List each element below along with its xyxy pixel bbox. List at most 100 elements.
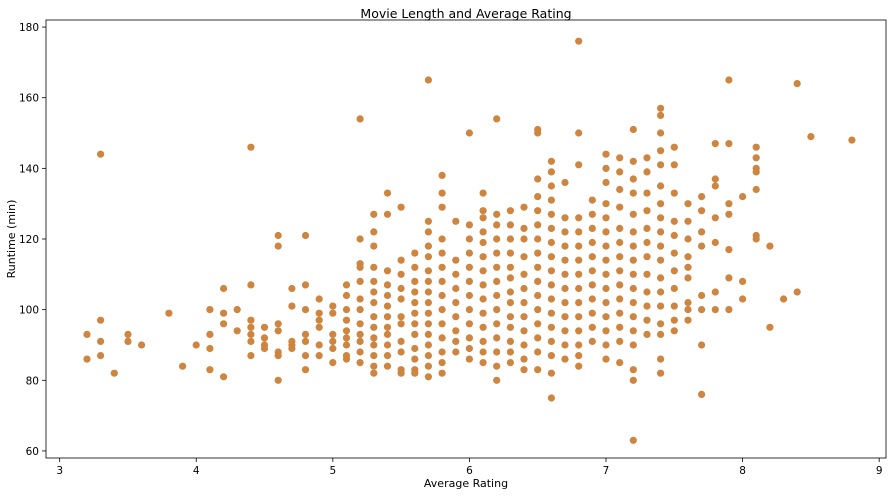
data-point xyxy=(370,341,378,349)
data-point xyxy=(534,348,542,356)
data-point xyxy=(465,320,473,328)
data-point xyxy=(329,359,337,367)
data-point xyxy=(711,306,719,314)
data-point xyxy=(397,203,405,211)
data-point xyxy=(561,242,569,250)
x-tick-label: 4 xyxy=(193,465,200,477)
y-tick-label: 120 xyxy=(19,234,39,246)
data-point xyxy=(274,320,282,328)
data-point xyxy=(684,306,692,314)
data-point xyxy=(370,313,378,321)
data-point xyxy=(465,344,473,353)
data-point xyxy=(383,362,392,370)
data-point xyxy=(657,111,665,119)
data-point xyxy=(397,270,405,278)
data-point xyxy=(411,263,419,271)
data-point xyxy=(684,299,692,307)
data-point xyxy=(370,277,378,285)
data-point xyxy=(520,224,528,232)
data-point xyxy=(206,344,214,353)
data-point xyxy=(575,313,583,321)
data-point xyxy=(233,327,241,335)
data-point xyxy=(698,242,706,250)
data-point xyxy=(725,76,733,84)
data-point xyxy=(192,341,200,349)
data-point xyxy=(493,249,501,257)
data-point xyxy=(629,242,637,250)
data-point xyxy=(711,214,719,222)
data-point xyxy=(424,362,432,370)
data-point xyxy=(479,207,487,215)
data-point xyxy=(370,228,378,236)
data-point xyxy=(588,267,596,275)
data-point xyxy=(534,249,542,257)
data-point xyxy=(370,210,378,218)
data-point xyxy=(438,235,446,243)
data-point xyxy=(383,341,392,349)
data-point xyxy=(711,182,719,190)
data-point xyxy=(452,327,460,335)
data-point xyxy=(547,224,556,232)
data-point xyxy=(698,193,706,201)
data-point xyxy=(438,263,446,271)
data-point xyxy=(438,203,446,211)
data-point xyxy=(315,316,323,324)
data-point xyxy=(534,221,542,229)
data-point xyxy=(588,295,596,303)
data-point xyxy=(411,299,419,307)
data-point xyxy=(479,253,487,261)
data-point xyxy=(301,366,310,374)
data-point xyxy=(698,207,706,215)
data-point xyxy=(547,267,556,275)
data-point xyxy=(370,362,378,370)
data-point xyxy=(752,154,760,162)
data-point xyxy=(670,161,678,169)
data-point xyxy=(534,320,542,328)
data-point xyxy=(493,348,501,356)
data-point xyxy=(179,362,187,370)
data-point xyxy=(657,200,665,208)
data-point xyxy=(506,348,514,356)
data-point xyxy=(479,295,487,303)
data-point xyxy=(506,249,514,257)
data-point xyxy=(465,249,473,257)
data-point xyxy=(493,362,501,370)
data-point xyxy=(301,306,310,314)
data-point xyxy=(561,270,569,278)
data-point xyxy=(452,313,460,321)
data-point xyxy=(479,228,487,236)
x-tick-label: 6 xyxy=(466,465,473,477)
data-point xyxy=(383,189,392,197)
data-point xyxy=(602,256,610,264)
data-point xyxy=(643,330,651,338)
data-point xyxy=(657,369,665,377)
data-point xyxy=(479,267,487,275)
data-point xyxy=(752,185,760,194)
data-point xyxy=(506,323,514,331)
data-point xyxy=(274,242,282,250)
data-point xyxy=(534,193,542,201)
data-point xyxy=(766,323,774,331)
data-point xyxy=(424,76,432,84)
data-point xyxy=(247,352,255,360)
data-point xyxy=(438,306,446,314)
data-point xyxy=(424,341,432,349)
y-tick-label: 60 xyxy=(26,446,39,458)
data-point xyxy=(315,295,323,303)
x-tick-label: 9 xyxy=(876,465,883,477)
data-point xyxy=(370,334,378,342)
data-point xyxy=(629,228,637,236)
data-point xyxy=(493,334,501,342)
data-point xyxy=(602,164,610,172)
data-point xyxy=(383,323,392,331)
data-point xyxy=(356,263,364,271)
data-point xyxy=(848,136,856,144)
data-point xyxy=(424,217,432,225)
data-point xyxy=(629,313,637,321)
data-point xyxy=(588,224,596,232)
data-point xyxy=(438,291,446,300)
data-point xyxy=(110,369,118,377)
data-point xyxy=(424,309,432,317)
data-point xyxy=(657,355,665,363)
data-point xyxy=(616,359,624,367)
